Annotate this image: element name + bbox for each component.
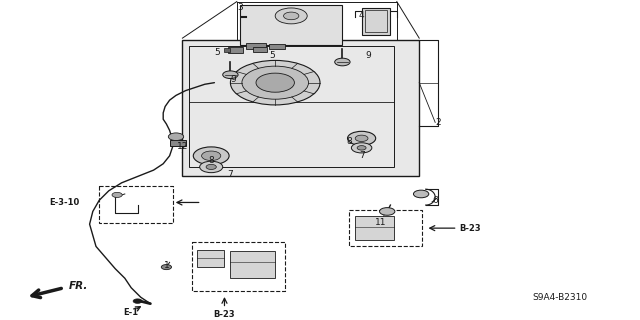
Text: 5: 5 [269, 51, 275, 60]
Text: 12: 12 [177, 142, 188, 151]
Text: B-23: B-23 [214, 310, 236, 319]
Text: FR.: FR. [69, 281, 88, 291]
Circle shape [256, 73, 294, 92]
Circle shape [193, 147, 229, 165]
Text: E-3-10: E-3-10 [49, 198, 79, 207]
Circle shape [351, 143, 372, 153]
Text: 4: 4 [359, 12, 364, 20]
Text: 3: 3 [237, 4, 243, 12]
Bar [240, 5, 342, 44]
Circle shape [223, 71, 238, 78]
Circle shape [413, 190, 429, 198]
Circle shape [206, 164, 216, 170]
Circle shape [355, 135, 368, 141]
Bar [246, 43, 266, 49]
Bar [365, 10, 387, 32]
Circle shape [200, 161, 223, 173]
Circle shape [348, 131, 376, 145]
Bar [182, 40, 419, 176]
Circle shape [335, 58, 350, 66]
Bar [192, 242, 285, 291]
Circle shape [133, 299, 142, 303]
Text: 7: 7 [359, 151, 364, 160]
Bar [99, 186, 173, 223]
Bar [253, 47, 267, 52]
Bar [269, 44, 285, 49]
Bar [228, 47, 243, 53]
Circle shape [168, 133, 184, 140]
Circle shape [161, 265, 172, 270]
Bar [355, 216, 394, 240]
Text: S9A4-B2310: S9A4-B2310 [532, 293, 588, 302]
Text: 1: 1 [164, 261, 169, 270]
Bar [189, 46, 394, 167]
Circle shape [230, 60, 320, 105]
Circle shape [202, 151, 221, 161]
Text: 5: 5 [215, 48, 220, 57]
Text: 7: 7 [228, 170, 233, 180]
Circle shape [380, 208, 395, 215]
Text: 9: 9 [231, 75, 236, 84]
Text: 9: 9 [365, 51, 371, 60]
Text: 2: 2 [436, 118, 441, 127]
Bar [197, 250, 224, 267]
Text: 8: 8 [209, 156, 214, 165]
Bar [349, 210, 422, 246]
Bar [224, 48, 230, 52]
Text: 11: 11 [375, 218, 387, 227]
Circle shape [242, 66, 308, 99]
Text: B-23: B-23 [460, 224, 481, 233]
Circle shape [275, 8, 307, 24]
Bar [230, 251, 275, 278]
Bar [170, 140, 186, 146]
Text: 8: 8 [346, 137, 351, 146]
Bar [362, 8, 390, 35]
Text: 6: 6 [433, 196, 438, 205]
Circle shape [284, 12, 299, 20]
Text: E-1: E-1 [124, 308, 139, 317]
Circle shape [112, 192, 122, 197]
Circle shape [357, 146, 366, 150]
